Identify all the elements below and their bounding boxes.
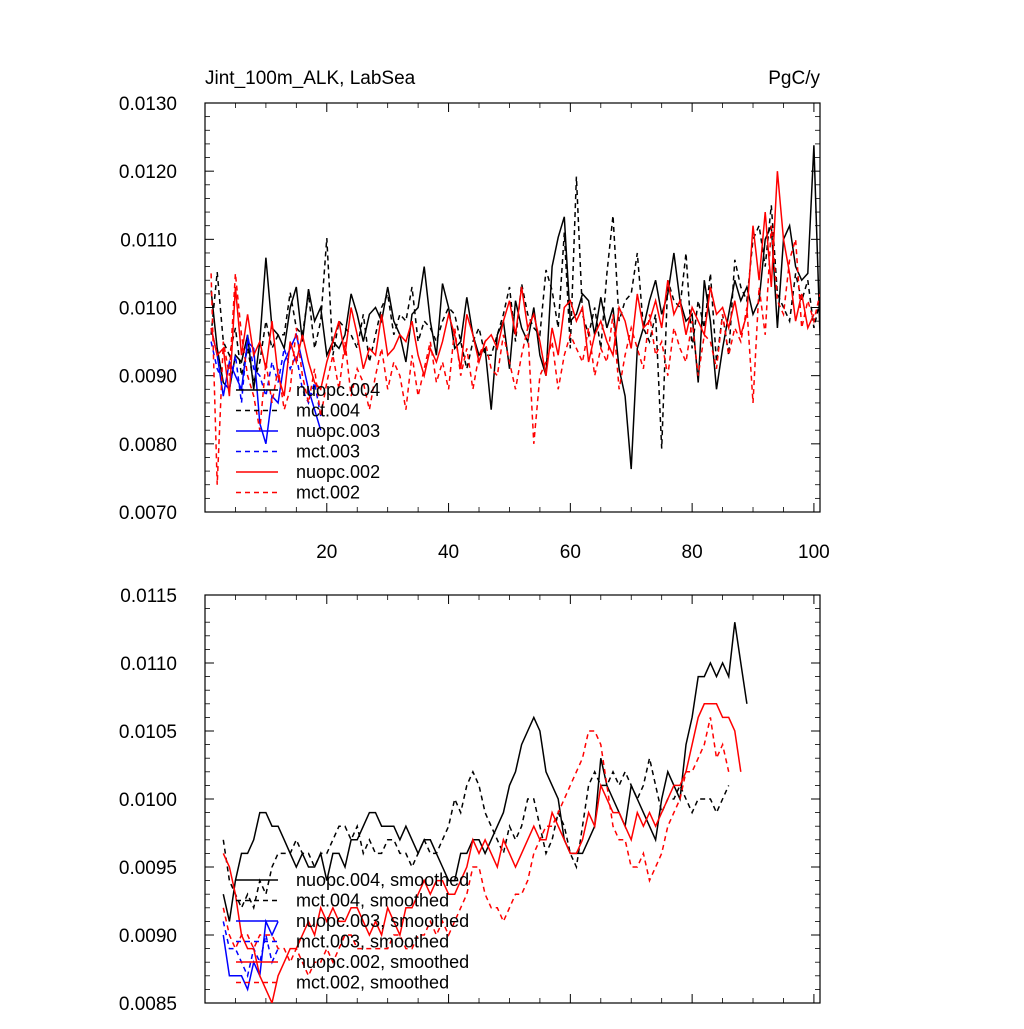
x-tick-label: 100 [798, 542, 830, 563]
legend-label: nuopc.002, smoothed [296, 952, 469, 972]
x-tick-label: 60 [560, 542, 581, 563]
y-tick-label: 0.0110 [120, 230, 177, 251]
legend-label: nuopc.004 [296, 380, 380, 400]
x-tick-label: 40 [438, 542, 459, 563]
x-tick-label: 20 [316, 542, 337, 563]
legend-label: mct.004 [296, 401, 360, 421]
y-tick-label: 0.0090 [119, 367, 177, 388]
y-tick-label: 0.0090 [119, 926, 177, 947]
y-tick-label: 0.0130 [119, 94, 177, 115]
series-line-mct-003-smoothed [222, 921, 279, 979]
legend-label: mct.002, smoothed [296, 973, 449, 993]
series-line-nuopc-004-smoothed [222, 622, 748, 922]
y-tick-label: 0.0100 [119, 299, 177, 320]
y-tick-label: 0.0085 [119, 994, 177, 1015]
series-line-nuopc-003 [210, 327, 322, 445]
series-line-nuopc-002 [210, 171, 815, 397]
legend-label: mct.003, smoothed [296, 932, 449, 952]
series-line-mct-004-smoothed [222, 758, 730, 911]
series-line-nuopc-002-smoothed [222, 703, 742, 1003]
legend-label: nuopc.003 [296, 421, 380, 441]
y-tick-label: 0.0080 [119, 435, 177, 456]
legend-label: nuopc.002 [296, 462, 380, 482]
series-line-nuopc-003-smoothed [222, 918, 279, 992]
legend-label: mct.002 [296, 483, 360, 503]
y-tick-label: 0.0100 [119, 790, 177, 811]
legend-label: mct.004, smoothed [296, 891, 449, 911]
chart-units: PgC/y [768, 68, 820, 89]
series-line-mct-004 [210, 176, 820, 449]
legend-label: nuopc.004, smoothed [296, 870, 469, 890]
x-tick-label: 80 [682, 542, 703, 563]
legend-label: mct.003 [296, 442, 360, 462]
bottom-panel: 0.0085 0.0090 0.0095 0.0100 0.0105 0.0110 0.01… [119, 586, 821, 1015]
y-tick-label: 0.0070 [119, 503, 177, 524]
top-panel: 0.0070 0.0080 0.0090 0.0100 0.0110 0.0120 0.01… [119, 68, 830, 563]
series-line-mct-002 [210, 225, 820, 485]
y-tick-label: 0.0095 [119, 858, 177, 879]
y-tick-label: 0.0115 [120, 586, 177, 607]
chart-title: Jint_100m_ALK, LabSea [205, 68, 416, 89]
y-tick-label: 0.0110 [120, 654, 177, 675]
legend-label: nuopc.003, smoothed [296, 911, 469, 931]
series-line-mct-002-smoothed [222, 717, 730, 978]
y-tick-label: 0.0105 [119, 722, 177, 743]
y-tick-label: 0.0120 [119, 162, 177, 183]
